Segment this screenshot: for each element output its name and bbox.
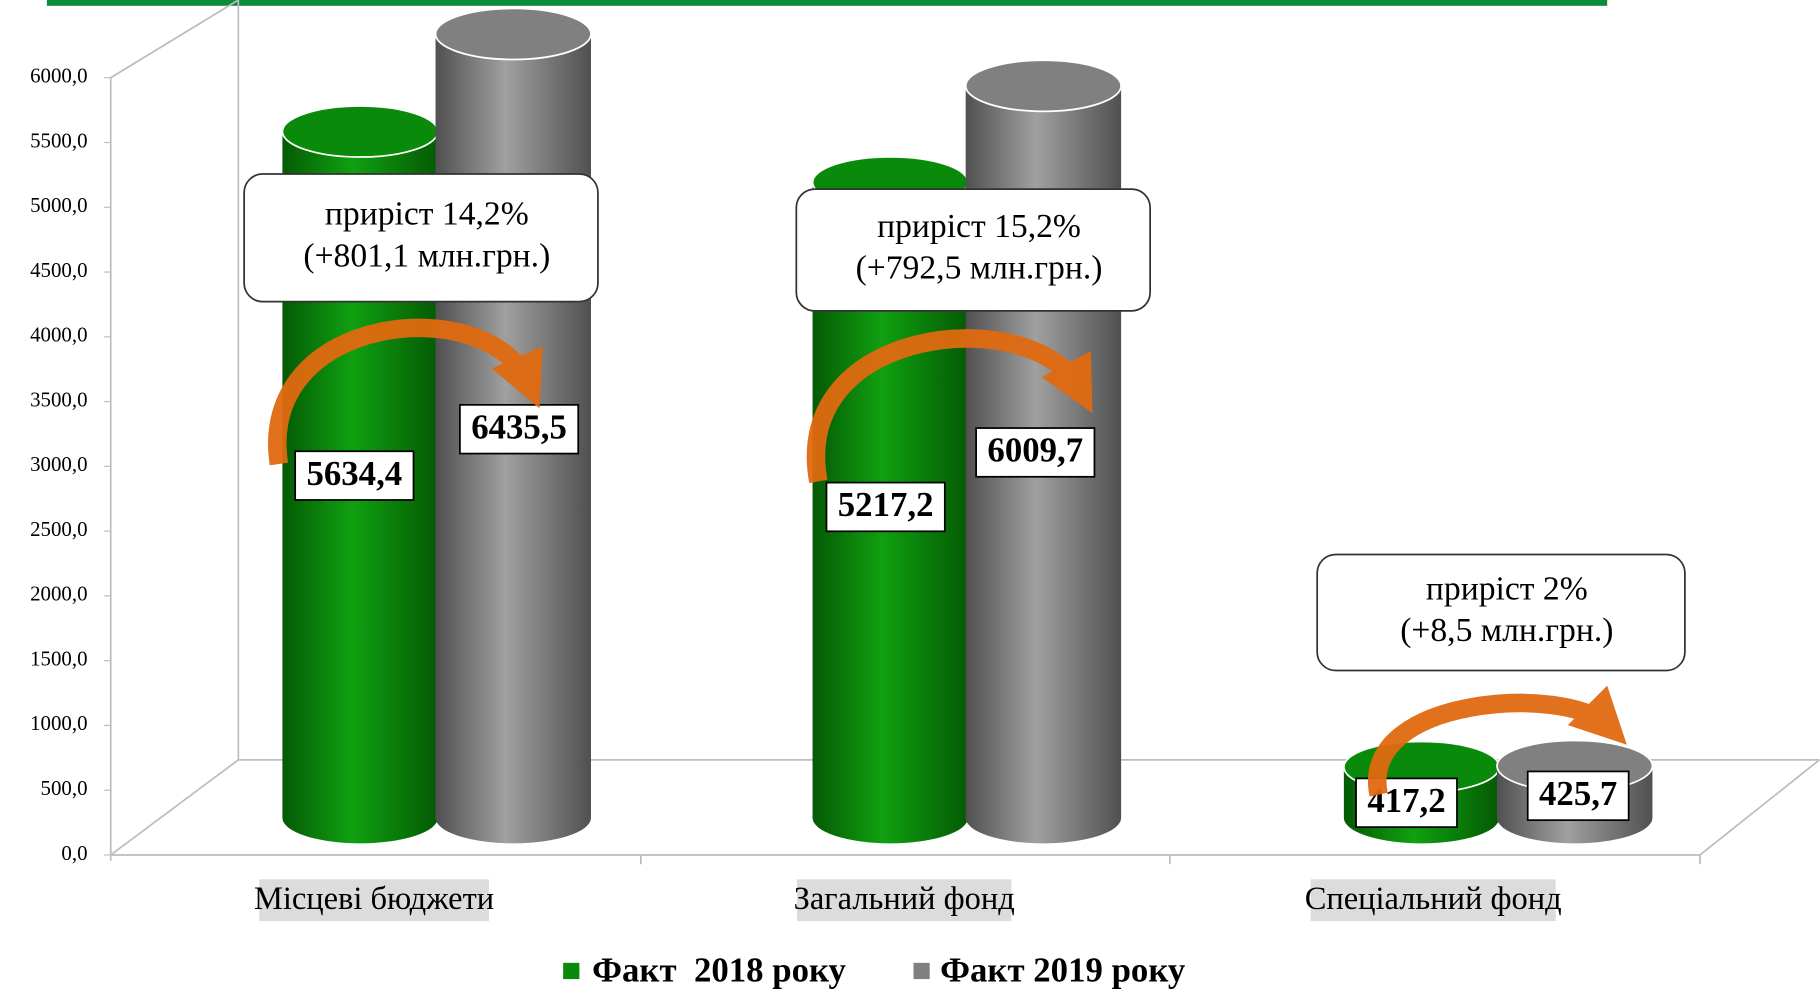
annotation-text: приріст 2%	[1426, 570, 1588, 607]
value-label-box	[1526, 770, 1630, 822]
value-label: 5634,4	[306, 454, 402, 493]
category-bg	[1310, 879, 1556, 922]
value-label: 5217,2	[838, 485, 934, 524]
annotation-box	[795, 188, 1151, 312]
y-tick-label: 6000,0	[30, 64, 87, 88]
y-tick-label: 2500,0	[30, 517, 87, 541]
y-tick-label: 5000,0	[30, 193, 87, 217]
annotation-text: (+792,5 млн.грн.)	[856, 250, 1103, 287]
y-tick-label: 4000,0	[30, 323, 87, 347]
annotation-text: (+801,1 млн.грн.)	[303, 237, 550, 274]
value-label-box	[294, 450, 415, 501]
legend-swatch	[913, 962, 930, 980]
y-tick-label: 1500,0	[30, 646, 87, 670]
y-tick-label: 0,0	[61, 841, 87, 865]
annotation-box	[1316, 553, 1686, 672]
x-tick-label: Спеціальний фонд	[1305, 881, 1562, 917]
header-bar	[46, 0, 1608, 6]
value-label: 6435,5	[471, 407, 567, 446]
growth-arrow	[268, 318, 543, 466]
legend-label: Факт 2019 року	[940, 950, 1186, 989]
y-tick-label: 2000,0	[30, 582, 87, 606]
y-tick-label: 4500,0	[30, 258, 87, 282]
annotation-text: приріст 15,2%	[877, 208, 1081, 245]
growth-arrow	[806, 329, 1093, 484]
annotation-box	[243, 173, 599, 303]
category-bg	[797, 879, 1012, 922]
category-bg	[259, 879, 489, 922]
legend-label: Факт 2018 року	[592, 950, 846, 989]
y-tick-label: 500,0	[41, 776, 88, 800]
value-label-box	[975, 427, 1096, 478]
bar-top	[434, 7, 592, 61]
x-tick-label: Місцеві бюджети	[254, 881, 494, 917]
y-tick-label: 5500,0	[30, 128, 87, 152]
legend-swatch	[563, 962, 580, 980]
value-label-box	[825, 481, 946, 533]
value-label: 6009,7	[987, 431, 1083, 470]
value-label-box	[459, 403, 580, 455]
annotation-text: (+8,5 млн.грн.)	[1400, 612, 1613, 649]
x-tick-label: Загальний фонд	[794, 881, 1015, 917]
annotation-text: приріст 14,2%	[325, 196, 529, 233]
growth-arrow	[1367, 685, 1627, 797]
y-tick-label: 3500,0	[30, 387, 87, 411]
value-label: 425,7	[1539, 774, 1617, 813]
bar-top	[964, 59, 1122, 113]
y-tick-label: 1000,0	[30, 711, 87, 735]
y-tick-label: 3000,0	[30, 452, 87, 476]
bar-top	[281, 105, 439, 158]
